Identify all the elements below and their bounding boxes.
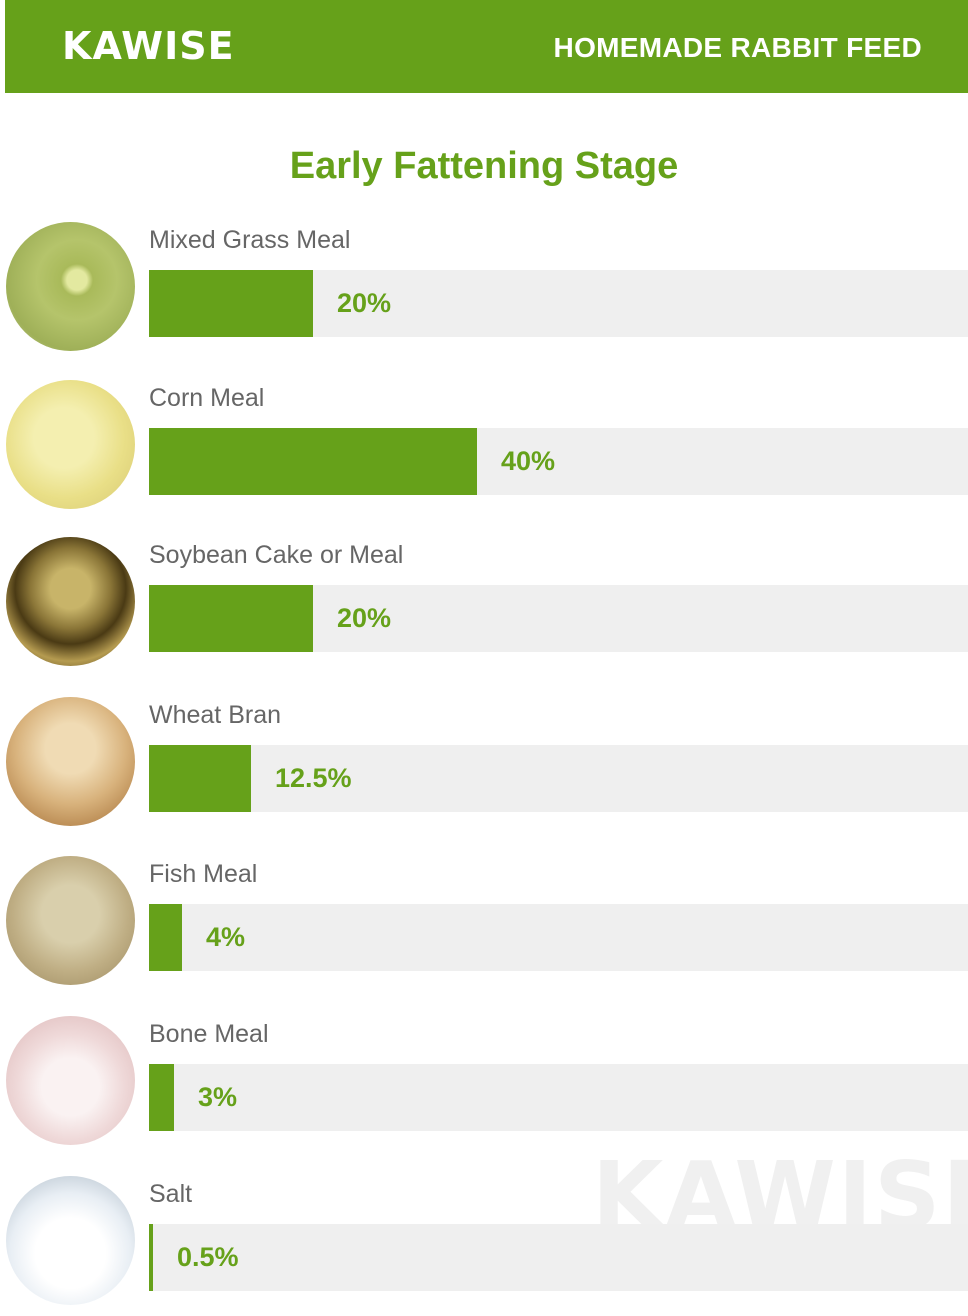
header-bar: KAWISE HOMEMADE RABBIT FEED [5,0,968,93]
chart-row: Corn Meal 40% [0,380,968,520]
category-label: Salt [149,1180,193,1208]
chart-title: Early Fattening Stage [289,145,679,187]
category-label: Bone Meal [149,1020,269,1048]
bar [149,270,313,337]
bone-meal-photo [6,1016,135,1145]
bar-value-label: 12.5% [275,763,352,793]
bar-track: 3% [149,1064,968,1131]
bar-value-label: 40% [501,446,556,476]
bar-value-label: 4% [206,922,246,952]
category-label: Fish Meal [149,860,258,888]
fish-meal-photo [6,856,135,985]
bar-track: 4% [149,904,968,971]
chart-row: Mixed Grass Meal 20% [0,222,968,362]
corn-meal-photo [6,380,135,509]
bar-value-label: 3% [198,1082,238,1112]
mixed-grass-meal-photo [6,222,135,351]
bar-value-label: 0.5% [177,1242,239,1272]
bar [149,1064,174,1131]
category-label: Corn Meal [149,384,265,412]
category-label: Wheat Bran [149,701,282,729]
bar [149,1224,153,1291]
category-label: Soybean Cake or Meal [149,541,404,569]
bar-track: 20% [149,585,968,652]
bar-value-label: 20% [337,288,392,318]
chart-row: Salt 0.5% [0,1176,968,1316]
bar [149,904,182,971]
wheat-bran-photo [6,697,135,826]
bar-track: 20% [149,270,968,337]
chart-row: Bone Meal 3% [0,1016,968,1156]
bar [149,745,251,812]
bar-track: 0.5% [149,1224,968,1291]
bar-track: 12.5% [149,745,968,812]
chart-row: Fish Meal 4% [0,856,968,996]
bar [149,428,477,495]
kawise-logo: KAWISE [62,24,235,68]
header-title: HOMEMADE RABBIT FEED [553,32,922,63]
chart-row: Wheat Bran 12.5% [0,697,968,837]
soybean-cake-photo [6,537,135,666]
chart-row: Soybean Cake or Meal 20% [0,537,968,677]
bar-value-label: 20% [337,603,392,633]
bar-track: 40% [149,428,968,495]
bar [149,585,313,652]
salt-photo [6,1176,135,1305]
category-label: Mixed Grass Meal [149,226,351,254]
